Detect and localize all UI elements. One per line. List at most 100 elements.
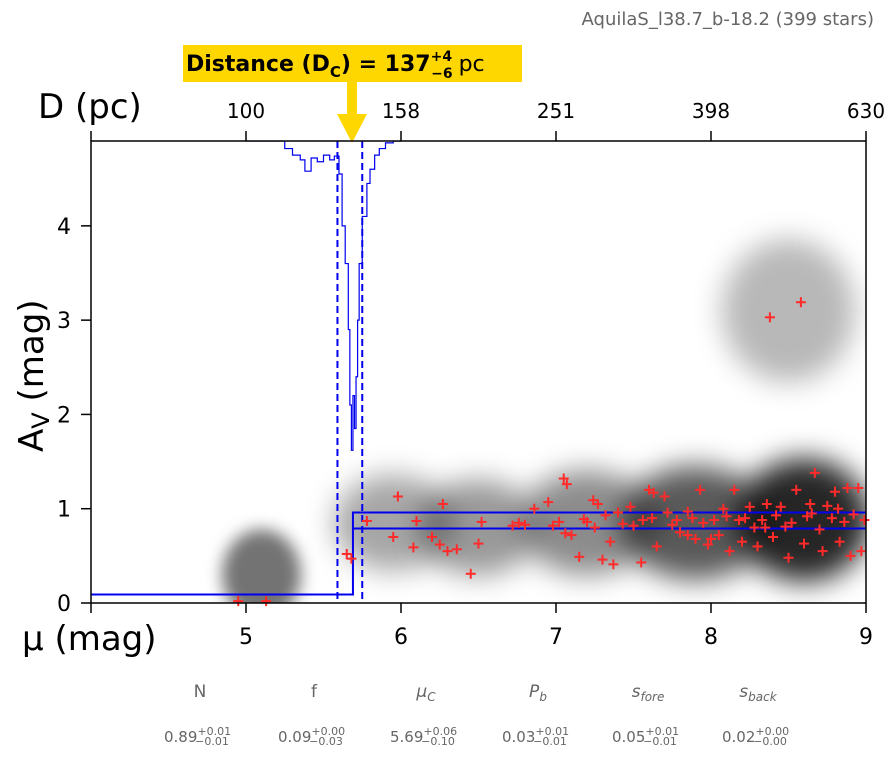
y-tick-label: 2: [57, 403, 71, 428]
top-tick-label: 251: [537, 99, 575, 123]
param-value: 0.09+0.00 −0.03: [278, 725, 345, 748]
star-marker: [768, 532, 778, 542]
star-marker: [608, 559, 619, 570]
density-blob: [722, 239, 855, 382]
star-marker: [764, 312, 775, 323]
param-name: sback: [739, 682, 777, 704]
distance-badge-background: [183, 45, 522, 82]
parameter-table: N 0.89+0.01 −0.01 f 0.09+0.00 −0.03 μC 5.69+0.0…: [164, 682, 789, 748]
x-axis: 5 6 7 8 9: [90, 603, 873, 650]
star-marker: [647, 513, 658, 524]
star-marker: [760, 522, 771, 533]
star-marker: [520, 519, 530, 530]
density-field: [222, 239, 866, 603]
star-marker: [408, 542, 419, 553]
distance-arrow: [337, 82, 367, 143]
star-marker: [786, 517, 797, 528]
y-axis-title: AV (mag): [12, 299, 55, 452]
svg-text:Distance (DC) = 137+4−6pc: Distance (DC) = 137+4 −6 pc: [186, 49, 485, 82]
param-name: f: [311, 682, 318, 702]
param-name: sfore: [632, 682, 665, 704]
y-axis-title-sub: V: [27, 412, 55, 429]
top-tick-label: 100: [227, 99, 265, 123]
star-marker: [718, 503, 729, 514]
star-marker: [757, 515, 768, 526]
param-value: 0.03+0.01 −0.01: [502, 725, 569, 748]
star-marker: [636, 557, 647, 568]
y-axis-title-unit: (mag): [12, 299, 52, 412]
star-marker: [749, 522, 760, 533]
x-tick-label: 9: [859, 625, 873, 650]
param-2: μC 5.69+0.06 −0.10: [390, 682, 457, 748]
star-marker: [724, 546, 735, 557]
distance-badge: Distance (DC) = 137+4 −6 pc: [183, 45, 522, 82]
model-lines: [91, 141, 866, 603]
y-axis: 0 1 2 3 4: [57, 215, 91, 617]
y-tick-label: 1: [57, 498, 71, 523]
star-marker: [346, 553, 357, 564]
star-marker: [566, 530, 577, 541]
star-marker: [848, 509, 859, 520]
star-marker: [507, 520, 518, 531]
star-marker: [513, 517, 524, 528]
star-marker: [617, 518, 628, 529]
star-marker: [744, 501, 755, 512]
density-blob: [334, 475, 452, 571]
star-marker: [845, 550, 856, 561]
star-marker: [574, 551, 585, 562]
star-marker: [605, 536, 616, 547]
star-marker: [729, 484, 740, 495]
star-marker: [529, 503, 540, 514]
star-marker: [411, 515, 422, 526]
param-5: sback 0.02+0.00 −0.00: [722, 682, 789, 748]
star-marker: [706, 533, 716, 544]
star-marker: [582, 516, 592, 527]
star-marker: [659, 491, 670, 502]
distance-unit: pc: [459, 52, 485, 77]
star-marker: [795, 297, 806, 308]
star-marker: [721, 511, 732, 522]
distance-mid: ) = 137: [341, 52, 431, 77]
star-marker: [687, 513, 698, 524]
star-marker: [637, 515, 648, 526]
param-name: N: [194, 682, 207, 702]
param-name: μC: [415, 682, 436, 704]
star-marker: [695, 484, 706, 495]
x-tick-label: 7: [549, 625, 563, 650]
star-marker: [233, 596, 244, 607]
star-marker: [799, 538, 809, 549]
star-marker: [361, 515, 372, 526]
star-marker: [561, 479, 572, 490]
star-marker: [388, 532, 399, 542]
star-marker: [740, 513, 751, 524]
top-axis-title: D (pc): [38, 87, 142, 127]
star-marker: [554, 516, 565, 527]
star-marker: [648, 487, 659, 498]
star-marker: [702, 539, 713, 550]
star-marker: [817, 546, 828, 557]
star-marker: [451, 544, 462, 555]
star-marker: [733, 515, 744, 526]
distance-prefix: Distance (D: [186, 52, 330, 77]
star-markers: [233, 297, 870, 607]
star-marker: [437, 499, 448, 509]
star-marker: [682, 506, 693, 517]
star-marker: [651, 541, 662, 552]
star-marker: [830, 486, 840, 497]
top-tick-label: 398: [692, 99, 730, 123]
star-marker: [842, 482, 853, 493]
star-marker: [625, 501, 636, 512]
header-title: AquilaS_l38.7_b-18.2 (399 stars): [582, 9, 874, 30]
param-value: 0.89+0.01 −0.01: [164, 725, 231, 748]
star-marker: [822, 500, 833, 511]
y-axis-title-main: A: [12, 429, 52, 452]
model-upper-line: [91, 511, 866, 596]
top-axis: 100 158 251 398 630: [90, 99, 885, 141]
param-name: Pb: [529, 682, 547, 704]
star-marker: [442, 546, 453, 557]
star-marker: [597, 554, 608, 565]
distance-minus: −6: [431, 66, 452, 82]
star-marker: [809, 467, 820, 478]
star-marker: [775, 501, 786, 512]
star-marker: [592, 499, 603, 509]
